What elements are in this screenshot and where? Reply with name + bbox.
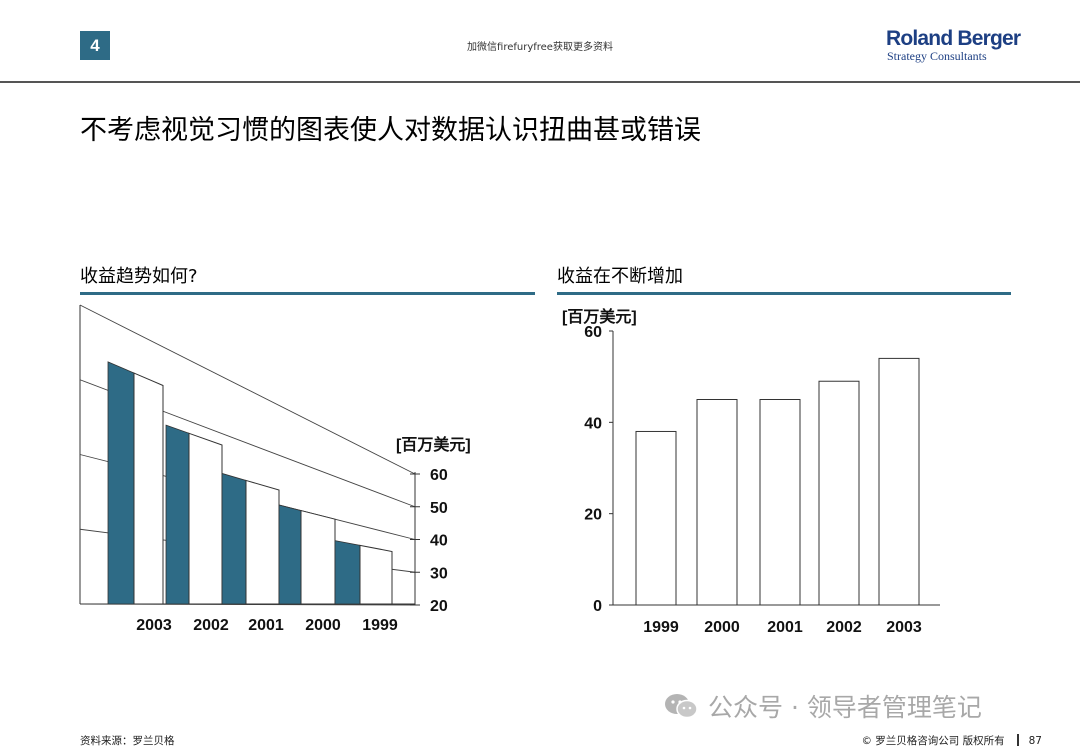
left-chart-y-tick-label: 60 <box>430 467 448 484</box>
right-chart-y-tick-label: 60 <box>584 324 602 341</box>
brand-logo: Roland Berger Strategy Consultants <box>886 27 1021 63</box>
right-chart-x-tick-label: 2002 <box>826 619 862 636</box>
brand-name: Roland Berger <box>886 27 1021 50</box>
left-chart-title: 收益趋势如何? <box>80 266 198 287</box>
footer-source: 资料来源：罗兰贝格 <box>80 735 175 747</box>
right-chart-bar <box>696 399 738 606</box>
wechat-icon <box>664 693 698 719</box>
right-chart-title: 收益在不断增加 <box>557 266 683 287</box>
page-number-badge: 4 <box>80 31 110 60</box>
footer-page-number: 87 <box>1028 735 1042 747</box>
page-headline: 不考虑视觉习惯的图表使人对数据认识扭曲甚或错误 <box>80 115 701 146</box>
left-chart-x-tick-label: 1999 <box>362 617 398 634</box>
right-chart-y-tick-label: 40 <box>584 415 602 432</box>
right-chart-bar <box>818 380 860 606</box>
social-watermark: 公众号 · 领导者管理笔记 <box>664 688 982 724</box>
left-chart-bar-front <box>133 372 164 605</box>
right-chart-bar <box>759 399 801 606</box>
right-chart-x-tick-label: 2003 <box>886 619 922 636</box>
footer-copyright-block: © 罗兰贝格咨询公司 版权所有 87 <box>861 733 1042 748</box>
left-chart-x-tick-label: 2000 <box>305 617 341 634</box>
social-watermark-text: 公众号 · 领导者管理笔记 <box>708 693 982 722</box>
left-chart-x-tick-label: 2001 <box>248 617 284 634</box>
right-chart-bar <box>635 430 677 606</box>
brand-subtitle: Strategy Consultants <box>887 49 987 63</box>
header-rule <box>0 81 1080 83</box>
left-chart-x-tick-label: 2003 <box>136 617 172 634</box>
left-chart-y-tick-label: 20 <box>430 598 448 615</box>
left-chart-x-tick-label: 2002 <box>193 617 229 634</box>
right-chart-y-tick-label: 0 <box>593 598 602 615</box>
right-chart-title-rule <box>557 292 1011 295</box>
left-chart-gridline <box>79 304 416 475</box>
top-watermark: 加微信firefuryfree获取更多资料 <box>467 42 613 53</box>
right-chart-x-tick-label: 2001 <box>767 619 803 636</box>
right-chart-bar <box>878 357 920 606</box>
right-chart-x-tick-label: 1999 <box>643 619 679 636</box>
left-chart-y-axis-unit: [百万美元] <box>396 435 471 454</box>
left-chart-y-tick-label: 30 <box>430 565 448 582</box>
footer-copyright: © 罗兰贝格咨询公司 版权所有 <box>861 735 1005 747</box>
left-chart-title-rule <box>80 292 535 295</box>
right-chart-y-axis-unit: [百万美元] <box>562 307 637 326</box>
left-chart-y-tick-label: 40 <box>430 533 448 550</box>
left-chart-y-tick-label: 50 <box>430 500 448 517</box>
left-chart-bar-front <box>359 544 393 605</box>
footer-divider <box>1016 734 1019 746</box>
right-chart-x-tick-label: 2000 <box>704 619 740 636</box>
right-chart-y-tick-label: 20 <box>584 507 602 524</box>
